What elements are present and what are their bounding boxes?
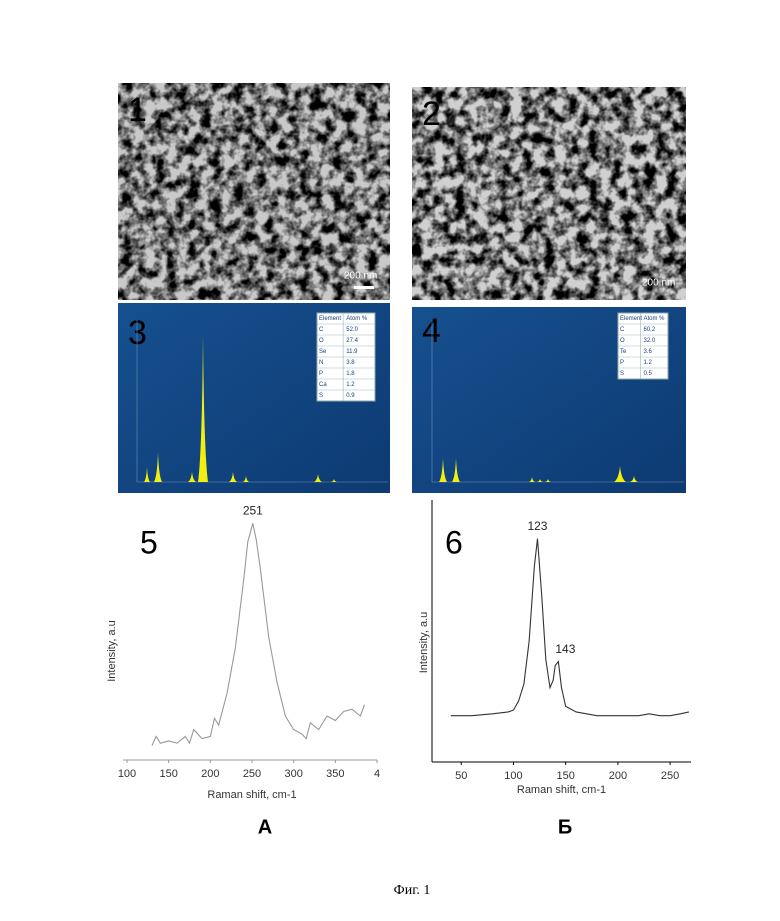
- x-tick-label: 100: [504, 770, 522, 782]
- table-cell: 60.2: [644, 327, 656, 333]
- panel-label: 6: [445, 524, 463, 560]
- table-cell: 0.5: [644, 371, 653, 377]
- table-cell: 1.2: [346, 382, 355, 388]
- eds-panel: 3 Element Atom % C 52.0 O 27.4 Se 11.9 N 3.8 P 1.8 C…: [118, 303, 390, 493]
- table-cell: Ca: [319, 382, 327, 388]
- x-tick-label: 200: [201, 768, 219, 780]
- panel-label: 3: [128, 314, 147, 352]
- table-cell: 32.0: [644, 338, 656, 344]
- sem-panel: 1 200 nm: [118, 83, 390, 300]
- table-header: Element: [319, 316, 341, 322]
- table-cell: P: [620, 360, 624, 366]
- table-cell: 11.9: [346, 349, 358, 355]
- table-cell: 27.4: [346, 338, 358, 344]
- x-tick-label: 100: [118, 768, 136, 780]
- x-axis-label: Raman shift, cm-1: [517, 784, 606, 796]
- y-axis-label: Intensity, a.u: [106, 620, 118, 682]
- table-cell: 1.2: [644, 360, 653, 366]
- figure-caption: Фиг. 1: [394, 883, 431, 898]
- page: {"figure": { "sem": [{"label": "1", "sca…: [0, 0, 780, 921]
- peak-label: 143: [555, 642, 575, 656]
- table-header: Atom %: [346, 316, 368, 322]
- x-tick-label: 300: [284, 768, 302, 780]
- caption: А: [258, 816, 272, 838]
- eds-panel: 4 ElementAtom % C 60.2 O 32.0 Te 3.6 P 1.2 S 0.5: [412, 307, 686, 493]
- spectrum-line: [152, 523, 365, 745]
- table-cell: 1.8: [346, 371, 355, 377]
- panel-label: 4: [422, 312, 441, 350]
- x-tick-label: 350: [326, 768, 344, 780]
- x-tick-label: 250: [661, 770, 679, 782]
- table-header: Atom %: [644, 316, 666, 322]
- table-cell: C: [620, 327, 625, 333]
- x-tick-label: 150: [556, 770, 574, 782]
- table-cell: O: [620, 338, 625, 344]
- table-cell: 3.8: [346, 360, 355, 366]
- table-cell: S: [620, 371, 624, 377]
- table-cell: 52.0: [346, 327, 358, 333]
- y-axis-label: Intensity, a.u: [418, 612, 430, 674]
- figure: 1 200 nm 2 200 nm 3 ElementAtom %C52.0O2…: [0, 0, 780, 921]
- peak-label: 251: [243, 504, 263, 518]
- table-cell: S: [319, 393, 323, 399]
- table-cell: 0.9: [346, 393, 355, 399]
- table-cell: O: [319, 338, 324, 344]
- panel-label: 5: [140, 524, 158, 560]
- x-tick-label: 250: [243, 768, 261, 780]
- x-tick-label: 4: [374, 768, 380, 780]
- spectrum-line: [451, 539, 689, 716]
- table-cell: Se: [319, 349, 327, 355]
- table-header: Element: [620, 316, 642, 322]
- caption: Б: [558, 816, 572, 838]
- panel-label: 1: [128, 91, 147, 129]
- panel-label: 2: [422, 95, 441, 133]
- x-tick-label: 150: [159, 768, 177, 780]
- x-axis-label: Raman shift, cm-1: [207, 789, 296, 801]
- table-cell: N: [319, 360, 323, 366]
- sem-panel: 2 200 nm: [412, 87, 686, 300]
- table-cell: P: [319, 371, 323, 377]
- x-tick-label: 50: [455, 770, 467, 782]
- scale-label: 200 nm: [642, 278, 675, 289]
- table-cell: C: [319, 327, 324, 333]
- peak-label: 123: [527, 519, 547, 533]
- x-tick-label: 200: [609, 770, 627, 782]
- table-cell: 3.6: [644, 349, 653, 355]
- table-cell: Te: [620, 349, 627, 355]
- scale-label: 200 nm: [344, 271, 377, 282]
